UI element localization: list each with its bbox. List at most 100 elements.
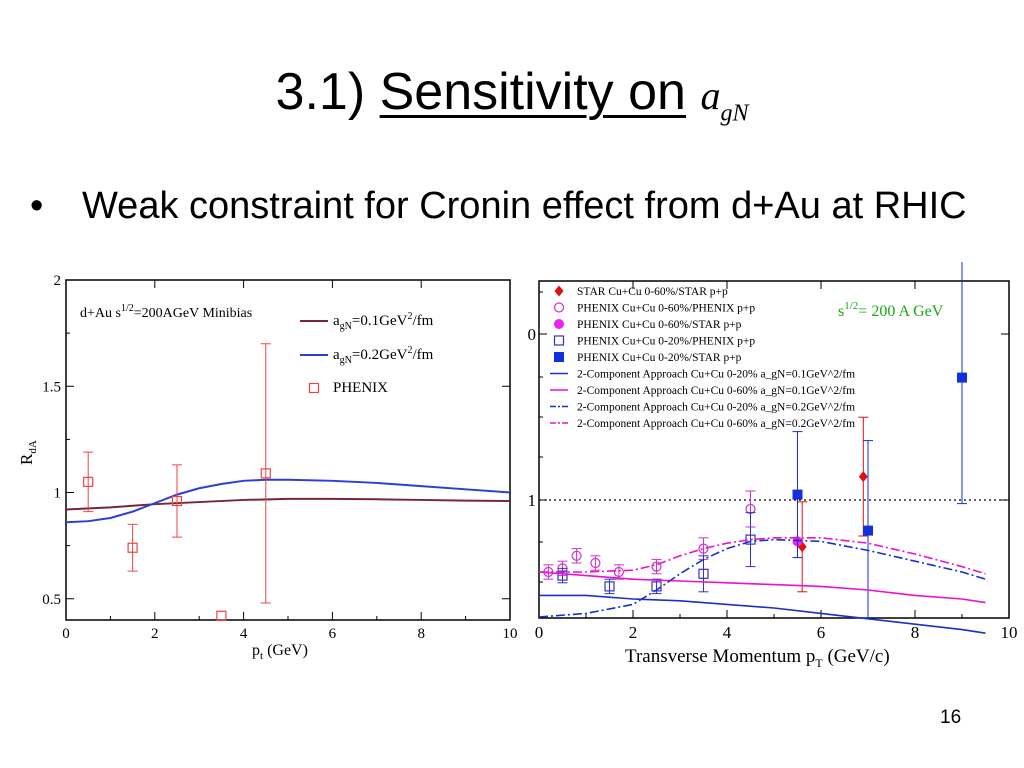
chart2-ytick-label: 1 xyxy=(528,491,537,510)
chart1-series-line-1 xyxy=(65,478,511,524)
bullet-text: Weak constraint for Cronin effect from d… xyxy=(82,185,967,227)
chart1-ytick-label: 1 xyxy=(54,486,62,502)
chart2-x-axis-label: Transverse Momentum pT (GeV/c) xyxy=(625,646,890,670)
chart1-xtick-label: 6 xyxy=(329,626,337,642)
chart2-legend-label: STAR Cu+Cu 0-60%/STAR p+p xyxy=(577,286,728,298)
chart1-xtick-label: 0 xyxy=(62,626,70,642)
chart1-legend-label-part: a xyxy=(333,347,340,363)
chart1-ytick-label: 2 xyxy=(54,273,62,289)
chart1-legend-label-part: 2 xyxy=(407,311,412,322)
chart2-data-point xyxy=(698,543,709,554)
chart2-legend-swatch xyxy=(554,285,564,297)
chart2-series-line-5 xyxy=(539,594,986,634)
chart1-annotation-part: =200AGeV Minibias xyxy=(134,306,252,321)
chart1-annotation-part: 1/2 xyxy=(121,303,134,314)
chart2-data-point xyxy=(792,489,803,500)
chart1-xtick-label: 10 xyxy=(503,626,518,642)
bullet-point: • Weak constraint for Cronin effect from … xyxy=(30,185,967,228)
chart1-data-point xyxy=(260,468,271,479)
chart1-x-axis-label-part: p xyxy=(252,642,260,659)
chart2-series-line-6 xyxy=(538,571,986,604)
chart1-data-point xyxy=(216,610,227,621)
chart1-legend-label-part: /fm xyxy=(412,347,433,363)
chart2-series-line-8 xyxy=(539,536,986,575)
chart1-data-point xyxy=(171,495,183,507)
chart2-legend-swatch xyxy=(553,335,565,346)
chart2-xtick-label: 0 xyxy=(535,623,544,642)
chart2-legend-swatch xyxy=(553,302,565,313)
chart1-y-axis-label-part: R xyxy=(17,453,36,465)
title-symbol: a xyxy=(700,73,721,118)
chart1-data-point xyxy=(83,476,94,487)
chart2-background xyxy=(520,262,1024,682)
chart2-data-point xyxy=(604,581,615,592)
chart1-legend-label: agN=0.1GeV2/fm xyxy=(333,311,434,332)
chart1-legend-label-part: =0.2GeV xyxy=(352,347,408,363)
chart2-data-point xyxy=(651,561,662,572)
chart2-ytick-label: 0 xyxy=(528,325,537,344)
chart1-y-axis-label-part: dA xyxy=(27,440,39,454)
chart2-series-line-7 xyxy=(538,538,986,618)
chart1-legend-label-part: gN xyxy=(340,321,352,332)
chart1-annotation-part: d+Au s xyxy=(80,306,121,321)
chart1-legend-label-part: =0.1GeV xyxy=(352,313,408,329)
slide-title: 3.1) Sensitivity on agN xyxy=(0,62,1024,127)
chart-rda-dau: 0 2 4 6 8 10 0.5 1 1.5 2 pt (GeV) RdA d+Au s1/2=200A… xyxy=(0,255,530,675)
chart2-data-point xyxy=(858,471,868,483)
chart1-x-axis-label-part: t xyxy=(260,650,263,662)
chart2-data-point xyxy=(590,557,601,569)
chart2-annotation-part: 1/2 xyxy=(844,300,858,312)
chart1-legend-label: agN=0.2GeV2/fm xyxy=(333,345,434,366)
chart1-legend-swatch xyxy=(308,382,320,394)
title-underlined: Sensitivity on xyxy=(379,63,686,121)
chart1-legend-label-part: /fm xyxy=(412,313,433,329)
chart2-xtick-label: 6 xyxy=(817,623,826,642)
chart2-annotation-part: = 200 A GeV xyxy=(858,303,943,320)
chart2-legend-label: PHENIX Cu+Cu 0-60%/PHENIX p+p xyxy=(577,303,755,315)
chart1-x-axis-label: pt (GeV) xyxy=(252,642,308,662)
chart2-data-point xyxy=(557,570,568,581)
chart1-legend-label-part: PHENIX xyxy=(333,380,388,396)
chart1-legend-label: PHENIX xyxy=(333,380,388,396)
chart1-ytick-label: 0.5 xyxy=(42,592,61,608)
chart2-data-point xyxy=(571,550,582,561)
chart1-x-axis-label-part: (GeV) xyxy=(263,642,308,659)
chart2-legend-label: 2-Component Approach Cu+Cu 0-20% a_gN=0.… xyxy=(577,369,855,381)
chart2-xtick-label: 2 xyxy=(629,623,638,642)
chart2-xtick-label: 8 xyxy=(911,623,920,642)
chart2-legend-label: 2-Component Approach Cu+Cu 0-20% a_gN=0.… xyxy=(577,402,855,414)
chart2-data-point xyxy=(863,525,873,536)
chart-rcucu: 0 2 4 6 8 10 0 1 Transverse Momentum pT (GeV/c) s… xyxy=(520,262,1024,682)
chart1-ytick-label: 1.5 xyxy=(42,379,61,395)
bullet-dot-icon: • xyxy=(30,185,44,227)
chart2-legend-label: PHENIX Cu+Cu 0-20%/PHENIX p+p xyxy=(577,336,755,348)
chart2-annotation: s1/2= 200 A GeV xyxy=(838,300,944,320)
chart2-x-axis-label-part: (GeV/c) xyxy=(823,646,890,667)
chart2-data-point xyxy=(613,566,625,578)
chart2-x-axis-label-part: Transverse Momentum p xyxy=(625,646,815,667)
chart2-legend-swatch xyxy=(554,319,564,329)
chart1-xtick-label: 8 xyxy=(417,626,425,642)
chart2-data-point xyxy=(698,568,709,579)
chart2-legend-label: 2-Component Approach Cu+Cu 0-60% a_gN=0.… xyxy=(577,385,855,397)
chart1-data-point xyxy=(127,542,138,553)
chart2-annotation-part: s xyxy=(838,303,844,320)
chart1-xtick-label: 2 xyxy=(151,626,159,642)
chart2-legend-label: PHENIX Cu+Cu 0-20%/STAR p+p xyxy=(577,352,742,364)
page-number: 16 xyxy=(940,707,962,728)
chart2-legend-swatch xyxy=(554,352,564,362)
chart2-legend-label: PHENIX Cu+Cu 0-60%/STAR p+p xyxy=(577,319,742,331)
title-subscript: gN xyxy=(720,100,749,127)
chart1-legend-label-part: 2 xyxy=(407,345,412,356)
chart2-legend-label: 2-Component Approach Cu+Cu 0-60% a_gN=0.… xyxy=(577,418,855,430)
title-prefix: 3.1) xyxy=(275,63,380,121)
chart2-xtick-label: 4 xyxy=(723,623,732,642)
chart1-series-line-0 xyxy=(65,497,511,511)
chart1-y-axis-label: RdA xyxy=(17,440,39,465)
chart1-legend-label-part: gN xyxy=(340,355,352,366)
chart1-legend-label-part: a xyxy=(333,313,340,329)
chart1-annotation: d+Au s1/2=200AGeV Minibias xyxy=(80,303,252,321)
chart1-xtick-label: 4 xyxy=(240,626,248,642)
chart2-xtick-label: 10 xyxy=(1001,623,1018,642)
chart2-data-point xyxy=(957,372,967,383)
